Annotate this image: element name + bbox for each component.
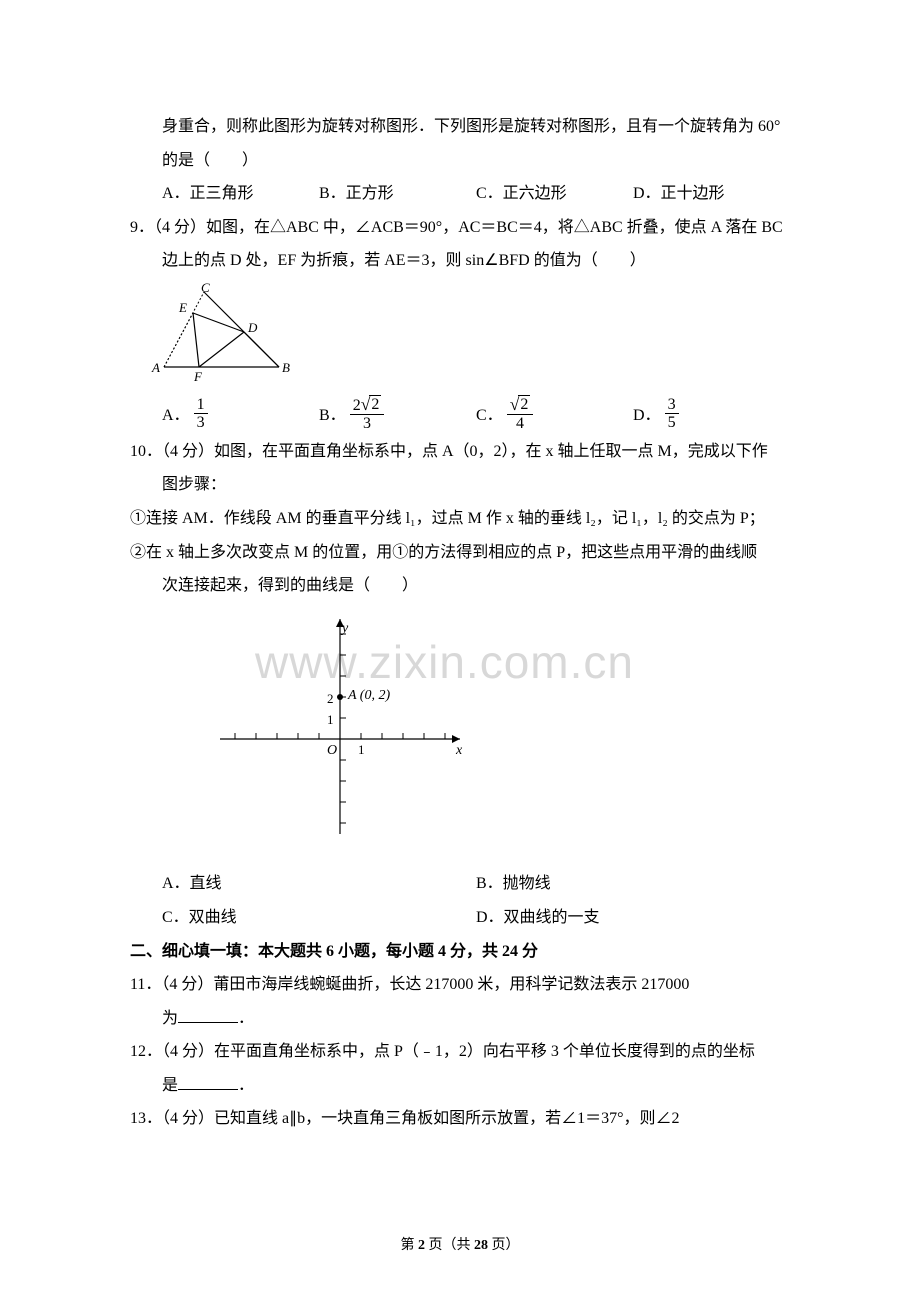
q9-opt-c-sqrt: √2 [510, 395, 531, 414]
q9-label-d: D [247, 320, 258, 335]
q10-stem-line1: 10．（4 分）如图，在平面直角坐标系中，点 A（0，2），在 x 轴上任取一点… [130, 435, 790, 469]
q9-opt-b-num-pre: 2 [353, 397, 361, 414]
q12-line1: 12．（4 分）在平面直角坐标系中，点 P（﹣1，2）向右平移 3 个单位长度得… [130, 1035, 790, 1069]
q8-opt-d: D．正十边形 [633, 177, 790, 211]
q9-opt-a-frac: 1 3 [194, 396, 208, 432]
q10-tick1x: 1 [358, 742, 365, 757]
q9-opt-c: C． √2 4 [476, 397, 633, 435]
q9-stem-line1: 9．（4 分）如图，在△ABC 中，∠ACB＝90°，AC＝BC＝4，将△ABC… [130, 211, 790, 245]
q10-step2-l2: 次连接起来，得到的曲线是（ ） [130, 569, 790, 603]
footer-total: 28 [474, 1238, 488, 1253]
q9-opt-b-num: 2√2 [350, 395, 385, 416]
q8-opt-c: C．正六边形 [476, 177, 633, 211]
q10-y-label: y [340, 621, 349, 636]
q8-cont-line1: 身重合，则称此图形为旋转对称图形．下列图形是旋转对称图形，且有一个旋转角为 60… [130, 110, 790, 144]
q12-line2: 是． [130, 1069, 790, 1103]
q8-cont-line2: 的是（ ） [130, 144, 790, 178]
q9-label-b: B [282, 360, 290, 375]
q13-line1: 13．（4 分）已知直线 a∥b，一块直角三角板如图所示放置，若∠1＝37°，则… [130, 1102, 790, 1136]
q9-label-e: E [178, 300, 187, 315]
q9-opt-c-frac: √2 4 [507, 395, 534, 433]
q9-opt-b-rad: 2 [369, 395, 381, 414]
q12-blank [178, 1072, 238, 1090]
q9-opt-b: B． 2√2 3 [319, 397, 476, 435]
q10-opt-b: B．抛物线 [476, 867, 790, 901]
q10-origin-label: O [327, 743, 337, 758]
q12-l2-pre: 是 [162, 1077, 178, 1094]
q10-step1: ①连接 AM．作线段 AM 的垂直平分线 l₁，过点 M 作 x 轴的垂线 l₂… [130, 502, 790, 536]
q9-stem-line2: 边上的点 D 处，EF 为折痕，若 AE＝3，则 sin∠BFD 的值为（ ） [130, 244, 790, 278]
q9-opt-d-num: 3 [665, 396, 679, 415]
q9-opt-b-sqrt: √2 [361, 395, 382, 414]
q10-tick2: 2 [327, 691, 334, 706]
footer-current: 2 [418, 1238, 425, 1253]
q11-line2: 为． [130, 1002, 790, 1036]
section2-header: 二、细心填一填：本大题共 6 小题，每小题 4 分，共 24 分 [130, 935, 790, 969]
q9-label-a: A [151, 360, 160, 375]
q9-opt-d-den: 5 [665, 414, 679, 432]
q9-opt-b-den: 3 [350, 415, 385, 433]
q9-opt-c-num: √2 [507, 395, 534, 416]
q8-opt-a: A．正三角形 [162, 177, 319, 211]
q10-x-label: x [455, 743, 463, 758]
q11-l2-post: ． [238, 1010, 254, 1027]
q9-opt-b-label: B． [319, 399, 346, 433]
q10-opt-a: A．直线 [162, 867, 476, 901]
q10-step2-l1: ②在 x 轴上多次改变点 M 的位置，用①的方法得到相应的点 P，把这些点用平滑… [130, 536, 790, 570]
q9-opt-c-den: 4 [507, 415, 534, 433]
q9-label-f: F [193, 369, 203, 382]
q9-opt-a-num: 1 [194, 396, 208, 415]
q10-graph: y x O A (0, 2) 2 1 1 [210, 609, 790, 862]
footer-mid: 页（共 [425, 1238, 474, 1253]
q9-opt-a: A． 1 3 [162, 398, 319, 434]
q12-l2-post: ． [238, 1077, 254, 1094]
q9-opt-c-label: C． [476, 399, 503, 433]
q10-opt-d: D．双曲线的一支 [476, 901, 790, 935]
q9-opt-b-frac: 2√2 3 [350, 395, 385, 433]
q9-opt-d: D． 3 5 [633, 398, 790, 434]
q9-opt-a-label: A． [162, 399, 190, 433]
q10-options: A．直线 B．抛物线 C．双曲线 D．双曲线的一支 [162, 867, 790, 934]
q9-opt-d-frac: 3 5 [665, 396, 679, 432]
q10-opt-c: C．双曲线 [162, 901, 476, 935]
q9-options: A． 1 3 B． 2√2 3 C． √2 4 D． 3 5 [162, 397, 790, 435]
page-footer: 第 2 页（共 28 页） [0, 1231, 920, 1260]
q8-options: A．正三角形 B．正方形 C．正六边形 D．正十边形 [162, 177, 790, 211]
q8-opt-b: B．正方形 [319, 177, 476, 211]
q9-diagram: A B C D E F [149, 282, 790, 395]
q9-label-c: C [201, 282, 210, 295]
q9-opt-d-label: D． [633, 399, 661, 433]
footer-post: 页） [488, 1238, 520, 1253]
footer-pre: 第 [401, 1238, 419, 1253]
q11-blank [178, 1005, 238, 1023]
page-content: 身重合，则称此图形为旋转对称图形．下列图形是旋转对称图形，且有一个旋转角为 60… [130, 110, 790, 1136]
q10-stem-line2: 图步骤： [130, 468, 790, 502]
q10-tick1: 1 [327, 712, 334, 727]
q11-line1: 11．（4 分）莆田市海岸线蜿蜒曲折，长达 217000 米，用科学记数法表示 … [130, 968, 790, 1002]
q11-l2-pre: 为 [162, 1010, 178, 1027]
q9-opt-c-rad: 2 [518, 395, 530, 414]
q9-opt-a-den: 3 [194, 414, 208, 432]
q10-point-label: A (0, 2) [347, 688, 390, 703]
